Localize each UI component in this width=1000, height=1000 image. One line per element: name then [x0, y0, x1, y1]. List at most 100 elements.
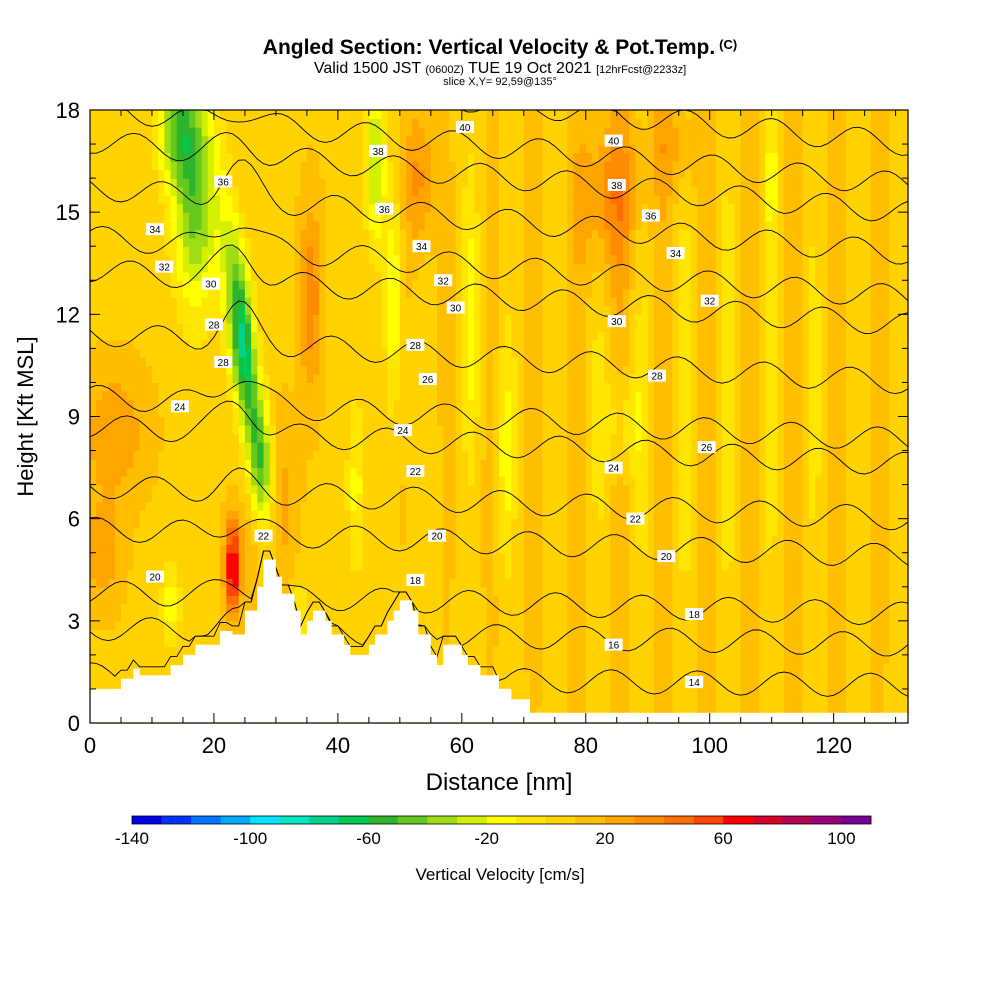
velocity-cell [145, 382, 153, 392]
velocity-cell [176, 356, 184, 367]
velocity-cell [468, 339, 475, 349]
velocity-cell [468, 552, 475, 562]
velocity-cell [356, 229, 364, 239]
velocity-cell [499, 399, 506, 409]
velocity-cell [344, 169, 351, 179]
velocity-cell [282, 493, 289, 503]
velocity-cell [232, 161, 240, 171]
velocity-cell [406, 271, 413, 281]
velocity-cell [182, 425, 190, 435]
velocity-cell [443, 229, 451, 239]
velocity-cell [356, 467, 364, 477]
velocity-cell [486, 178, 494, 188]
velocity-cell [505, 586, 512, 596]
velocity-cell [275, 544, 283, 554]
velocity-cell [300, 135, 308, 145]
velocity-cell [511, 603, 519, 613]
velocity-cell [213, 195, 221, 205]
velocity-cell [474, 578, 482, 588]
velocity-cell [443, 118, 451, 128]
velocity-cell [480, 220, 488, 230]
velocity-cell [313, 399, 320, 409]
velocity-cell [461, 544, 469, 554]
velocity-cell [232, 203, 240, 213]
velocity-cell [449, 390, 457, 401]
velocity-cell [232, 467, 240, 477]
velocity-cell [362, 365, 370, 375]
velocity-cell [275, 510, 283, 520]
velocity-cell [108, 373, 116, 384]
velocity-cell [220, 161, 227, 171]
velocity-cell [350, 305, 358, 315]
velocity-cell [511, 356, 519, 367]
velocity-cell [213, 612, 221, 622]
velocity-cell [375, 322, 382, 332]
velocity-cell [108, 493, 116, 503]
velocity-cell [114, 569, 122, 579]
velocity-cell [511, 425, 519, 435]
velocity-cell [480, 620, 488, 630]
velocity-cell [96, 271, 103, 281]
velocity-cell [468, 237, 475, 247]
velocity-cell [486, 382, 494, 392]
velocity-cell [344, 203, 351, 213]
velocity-cell [164, 442, 172, 452]
velocity-cell [387, 339, 395, 349]
velocity-cell [269, 314, 277, 324]
velocity-cell [176, 161, 184, 171]
velocity-cell [145, 527, 153, 537]
velocity-cell [139, 484, 147, 494]
velocity-cell [461, 305, 469, 315]
velocity-cell [313, 569, 320, 579]
velocity-cell [492, 288, 500, 298]
velocity-cell [480, 407, 488, 418]
velocity-cell [368, 433, 376, 443]
velocity-cell [145, 169, 153, 179]
velocity-cell [511, 450, 519, 460]
velocity-cell [337, 595, 345, 605]
velocity-cell [356, 620, 364, 630]
velocity-cell [189, 484, 196, 494]
velocity-cell [114, 680, 122, 690]
velocity-cell [263, 237, 271, 247]
velocity-cell [90, 450, 97, 460]
velocity-cell [437, 407, 444, 418]
velocity-cell [437, 620, 444, 630]
velocity-cell [213, 390, 221, 401]
velocity-cell [127, 161, 134, 171]
velocity-cell [313, 195, 320, 205]
velocity-cell [263, 263, 271, 273]
velocity-cell [511, 280, 519, 290]
velocity-cell [443, 135, 451, 145]
velocity-cell [257, 348, 265, 358]
velocity-cell [257, 152, 265, 162]
velocity-cell [226, 433, 234, 443]
velocity-cell [102, 390, 110, 401]
velocity-cell [331, 220, 339, 230]
velocity-cell [102, 127, 110, 137]
velocity-cell [393, 450, 401, 460]
velocity-cell [139, 152, 147, 162]
velocity-cell [288, 561, 296, 571]
velocity-cell [139, 595, 147, 605]
velocity-cell [195, 237, 203, 247]
velocity-cell [486, 254, 494, 264]
velocity-cell [120, 237, 128, 247]
velocity-cell [499, 305, 506, 315]
velocity-cell [195, 450, 203, 460]
velocity-cell [418, 425, 426, 435]
velocity-cell [406, 407, 413, 418]
velocity-cell [344, 382, 351, 392]
velocity-cell [102, 271, 110, 281]
velocity-cell [350, 510, 358, 520]
velocity-cell [145, 356, 153, 367]
velocity-cell [331, 339, 339, 349]
velocity-cell [90, 518, 97, 528]
velocity-cell [511, 518, 519, 528]
velocity-cell [430, 195, 438, 205]
velocity-cell [201, 620, 209, 630]
velocity-cell [443, 476, 451, 486]
velocity-cell [244, 390, 252, 401]
velocity-cell [170, 339, 178, 349]
velocity-cell [189, 646, 196, 656]
